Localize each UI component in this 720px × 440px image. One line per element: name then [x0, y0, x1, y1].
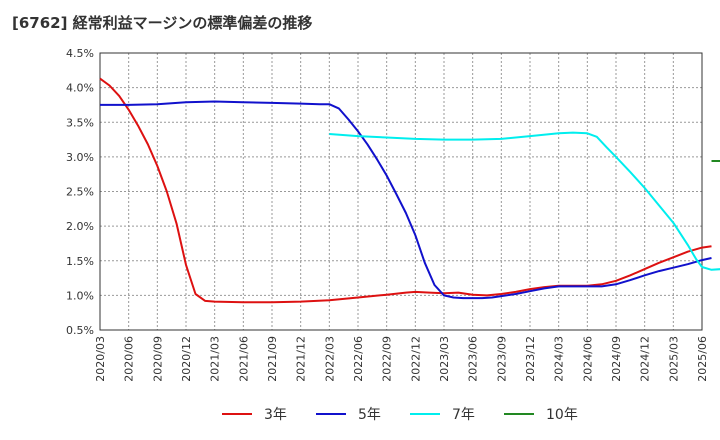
- x-tick-label: 2024/09: [610, 336, 623, 382]
- x-tick-label: 2023/12: [524, 336, 537, 382]
- x-tick-label: 2024/06: [581, 336, 594, 382]
- x-tick-label: 2023/06: [467, 336, 480, 382]
- x-tick-label: 2024/03: [553, 336, 566, 382]
- legend-label: 7年: [452, 407, 475, 423]
- x-tick-label: 2024/12: [639, 336, 652, 382]
- legend-label: 10年: [546, 407, 578, 423]
- x-tick-label: 2021/03: [209, 336, 222, 382]
- x-tick-label: 2021/06: [237, 336, 250, 382]
- series-line: [329, 131, 720, 271]
- x-tick-label: 2020/06: [123, 336, 136, 382]
- x-tick-label: 2022/12: [409, 336, 422, 382]
- y-tick-label: 0.5%: [66, 324, 94, 337]
- y-tick-label: 4.5%: [66, 47, 94, 60]
- x-tick-label: 2021/09: [266, 336, 279, 382]
- y-tick-label: 1.0%: [66, 289, 94, 302]
- x-tick-label: 2022/09: [381, 336, 394, 382]
- y-tick-label: 2.5%: [66, 186, 94, 199]
- y-tick-label: 2.0%: [66, 220, 94, 233]
- plot-border: [99, 52, 703, 331]
- x-tick-label: 2022/06: [352, 336, 365, 382]
- chart-title: [6762] 経常利益マージンの標準偏差の推移: [12, 14, 313, 32]
- x-tick-label: 2020/03: [94, 336, 107, 382]
- legend-label: 3年: [264, 407, 287, 423]
- x-tick-label: 2023/09: [495, 336, 508, 382]
- x-tick-label: 2025/03: [667, 336, 680, 382]
- x-tick-label: 2020/12: [180, 336, 193, 382]
- series-line: [99, 77, 712, 304]
- legend-label: 5年: [358, 407, 381, 423]
- y-tick-label: 3.5%: [66, 116, 94, 129]
- x-tick-label: 2021/12: [295, 336, 308, 382]
- y-tick-label: 3.0%: [66, 151, 94, 164]
- y-tick-label: 4.0%: [66, 82, 94, 95]
- x-tick-label: 2025/06: [696, 336, 709, 382]
- y-tick-label: 1.5%: [66, 255, 94, 268]
- x-tick-label: 2020/09: [151, 336, 164, 382]
- series-line: [100, 100, 712, 300]
- x-tick-label: 2022/03: [323, 336, 336, 382]
- x-tick-label: 2023/03: [438, 336, 451, 382]
